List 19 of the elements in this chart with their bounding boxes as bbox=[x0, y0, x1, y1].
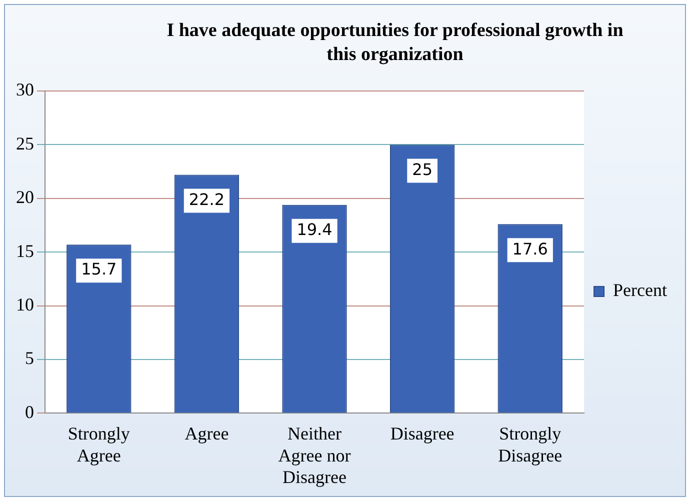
chart-title: I have adequate opportunities for professional growth in this organization bbox=[166, 19, 624, 67]
y-tick-label: 15 bbox=[16, 240, 34, 261]
x-tick-label: Agree bbox=[184, 424, 229, 444]
x-tick-label: Disagree bbox=[390, 424, 454, 444]
y-tick-label: 0 bbox=[25, 402, 34, 422]
y-tick-label: 10 bbox=[16, 294, 34, 315]
data-label: 25 bbox=[412, 160, 432, 179]
legend-label: Percent bbox=[613, 280, 668, 300]
y-tick-label: 25 bbox=[16, 133, 34, 154]
data-label: 22.2 bbox=[188, 190, 225, 209]
x-tick-label: Strongly Disagree bbox=[498, 424, 562, 466]
data-label: 15.7 bbox=[81, 260, 117, 279]
y-tick-label: 30 bbox=[16, 80, 34, 100]
data-label: 19.4 bbox=[296, 220, 332, 239]
x-tick-label: Neither Agree nor Disagree bbox=[278, 424, 351, 487]
data-label: 17.6 bbox=[512, 239, 548, 258]
y-tick-label: 5 bbox=[25, 348, 34, 368]
y-tick-label: 20 bbox=[16, 187, 34, 208]
x-tick-label: Strongly Agree bbox=[68, 424, 130, 466]
